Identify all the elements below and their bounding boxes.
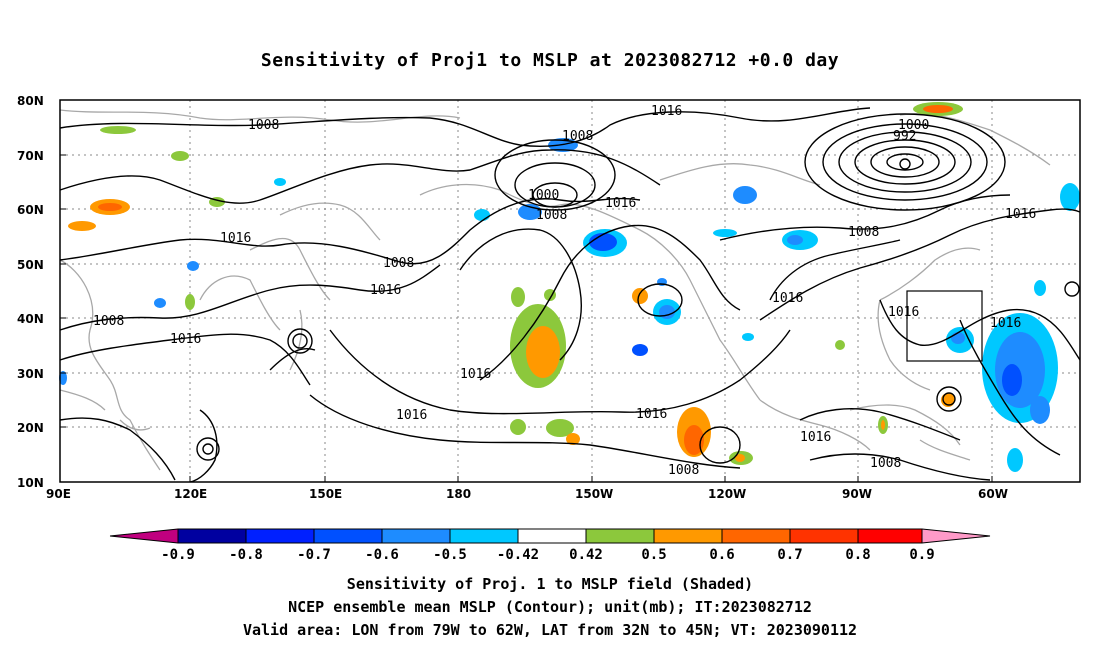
contour-label: 1016 <box>605 196 636 211</box>
lon-label: 90E <box>46 487 71 501</box>
colorbar-label: -0.42 <box>497 547 539 563</box>
contour-label: 1008 <box>562 129 593 144</box>
lat-label: 60N <box>17 203 44 217</box>
colorbar-label: 0.7 <box>777 547 802 563</box>
axis-ticks <box>60 99 993 483</box>
contour-label: 1016 <box>636 407 667 422</box>
contour-label: 1016 <box>888 305 919 320</box>
contour-label: 1008 <box>536 208 567 223</box>
contour-label: 1016 <box>772 291 803 306</box>
colorbar-cell <box>450 529 518 543</box>
contour-label: 1016 <box>990 316 1021 331</box>
chart-title: Sensitivity of Proj1 to MSLP at 20230827… <box>260 50 840 71</box>
colorbar-cell <box>382 529 450 543</box>
contour-label: 1000 <box>898 118 929 133</box>
colorbar-label: 0.9 <box>909 547 934 563</box>
colorbar-label: 0.5 <box>641 547 666 563</box>
colorbar-cell <box>314 529 382 543</box>
sensitivity-shading <box>59 102 1080 472</box>
colorbar-label: -0.5 <box>433 547 467 563</box>
caption-shading: Sensitivity of Proj. 1 to MSLP field (Sh… <box>346 575 754 593</box>
colorbar-label: 0.6 <box>709 547 734 563</box>
contour-label: 992 <box>893 129 916 144</box>
lat-label: 40N <box>17 312 44 326</box>
contour-label: 1016 <box>220 231 251 246</box>
colorbar-cell <box>178 529 246 543</box>
colorbar-label: -0.6 <box>365 547 399 563</box>
colorbar-cell <box>922 529 990 543</box>
contour-label: 1008 <box>383 256 414 271</box>
lat-label: 20N <box>17 421 44 435</box>
colorbar-label: 0.8 <box>845 547 870 563</box>
lon-label: 150E <box>309 487 342 501</box>
colorbar-label: -0.8 <box>229 547 263 563</box>
contour-label: 1016 <box>651 104 682 119</box>
contour-label: 1016 <box>460 367 491 382</box>
colorbar-cell <box>246 529 314 543</box>
contour-label: 1000 <box>528 188 559 203</box>
caption-contour: NCEP ensemble mean MSLP (Contour); unit(… <box>288 598 812 616</box>
colorbar-label: -0.9 <box>161 547 195 563</box>
lon-label: 150W <box>575 487 613 501</box>
colorbar-cell <box>858 529 922 543</box>
colorbar-cell <box>722 529 790 543</box>
contour-label: 1016 <box>396 408 427 423</box>
mslp-contours <box>59 107 1081 483</box>
latitude-labels: 80N 70N 60N 50N 40N 30N 20N 10N <box>17 94 44 490</box>
contour-label: 1016 <box>800 430 831 445</box>
contour-label: 1016 <box>370 283 401 298</box>
colorbar: -0.9 -0.8 -0.7 -0.6 -0.5 -0.42 0.42 0.5 … <box>109 528 991 563</box>
contour-label: 1008 <box>870 456 901 471</box>
valid-area-box <box>906 290 983 362</box>
lat-label: 10N <box>17 476 44 490</box>
lat-label: 30N <box>17 367 44 381</box>
contour-label: 1008 <box>668 463 699 478</box>
colorbar-cell <box>518 529 586 543</box>
colorbar-cell <box>110 529 178 543</box>
caption-valid-area: Valid area: LON from 79W to 62W, LAT fro… <box>242 621 858 639</box>
lon-label: 60W <box>978 487 1008 501</box>
colorbar-cell <box>654 529 722 543</box>
lat-label: 50N <box>17 258 44 272</box>
colorbar-label: 0.42 <box>569 547 603 563</box>
colorbar-label: -0.7 <box>297 547 331 563</box>
longitude-labels: 90E 120E 150E 180 150W 120W 90W 60W <box>46 487 1008 501</box>
contour-labels: 1008 1016 1008 1000 1008 1016 1016 1000 … <box>93 104 1036 478</box>
lon-label: 180 <box>446 487 471 501</box>
contour-label: 1016 <box>1005 207 1036 222</box>
lon-label: 120W <box>708 487 746 501</box>
pressure-centers <box>196 113 1080 464</box>
lon-label: 90W <box>842 487 872 501</box>
lon-label: 120E <box>174 487 207 501</box>
plot-frame <box>59 99 1081 483</box>
colorbar-cell <box>586 529 654 543</box>
contour-label: 1008 <box>93 314 124 329</box>
lat-label: 70N <box>17 149 44 163</box>
contour-label: 1016 <box>170 332 201 347</box>
colorbar-cell <box>790 529 858 543</box>
contour-label: 1008 <box>848 225 879 240</box>
lat-label: 80N <box>17 94 44 108</box>
contour-label: 1008 <box>248 118 279 133</box>
